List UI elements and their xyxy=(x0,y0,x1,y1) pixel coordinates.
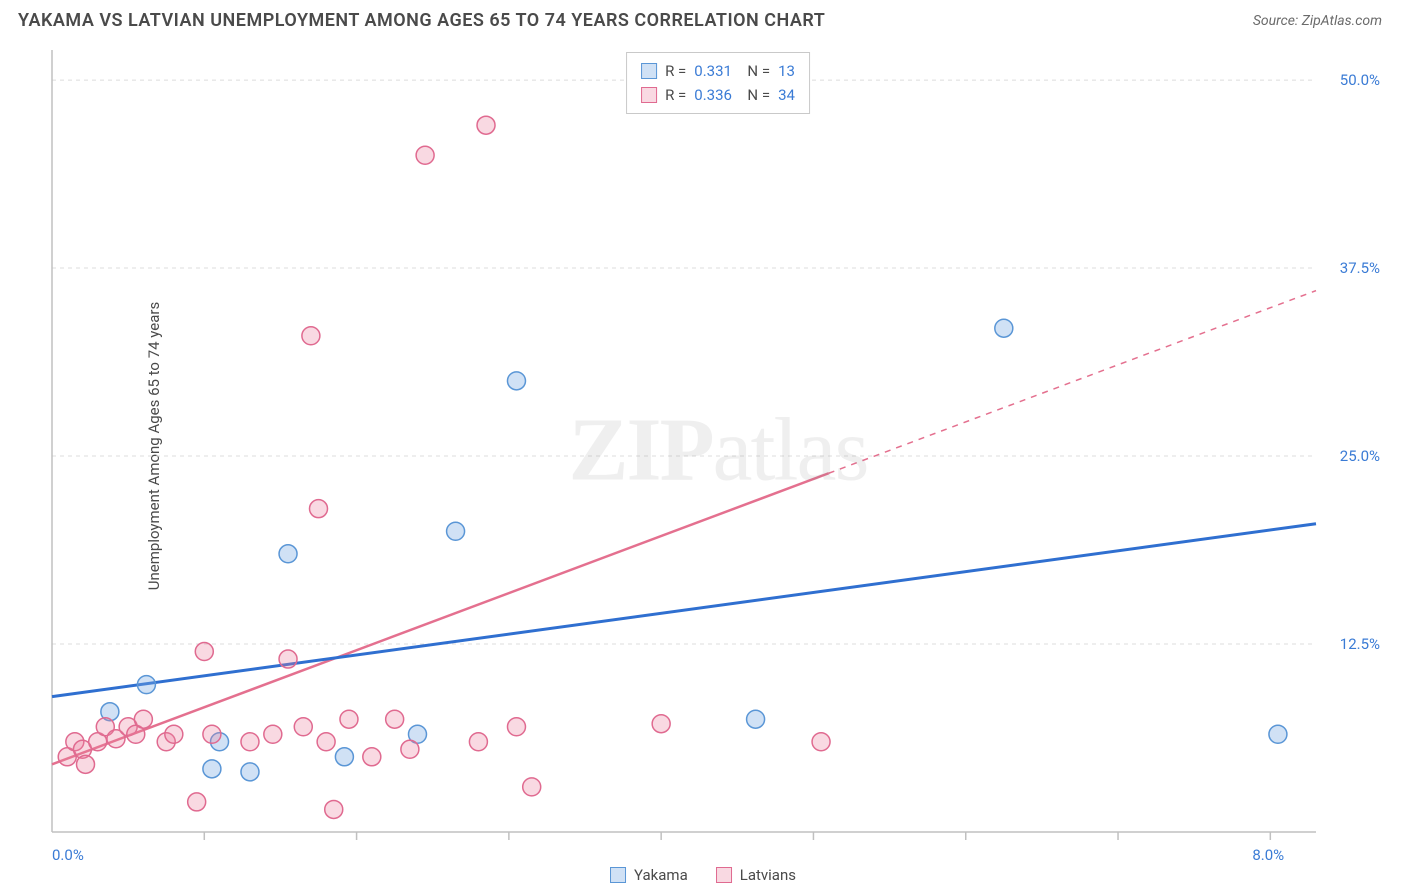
y-tick-label: 25.0% xyxy=(1340,447,1380,465)
legend-swatch-yakama-icon xyxy=(610,867,626,883)
n-value-latvians: 34 xyxy=(778,83,795,107)
r-label: R = xyxy=(665,83,686,107)
n-value-yakama: 13 xyxy=(778,59,795,83)
r-value-yakama: 0.331 xyxy=(694,59,732,83)
plot-area: 12.5%25.0%37.5%50.0% ZIPatlas R = 0.331 … xyxy=(50,48,1386,852)
x-origin-label: 0.0% xyxy=(52,846,84,864)
source-label: Source: ZipAtlas.com xyxy=(1253,13,1382,29)
y-tick-label: 50.0% xyxy=(1340,71,1380,89)
stats-row-yakama: R = 0.331 N = 13 xyxy=(641,59,795,83)
legend-label-yakama: Yakama xyxy=(634,866,688,884)
r-label: R = xyxy=(665,59,686,83)
y-tick-label: 12.5% xyxy=(1340,635,1380,653)
series-legend: Yakama Latvians xyxy=(610,866,796,884)
y-tick-label: 37.5% xyxy=(1340,259,1380,277)
swatch-latvians-icon xyxy=(641,87,657,103)
x-max-label: 8.0% xyxy=(1252,846,1284,864)
chart-title: YAKAMA VS LATVIAN UNEMPLOYMENT AMONG AGE… xyxy=(18,10,825,31)
scatter-chart: 12.5% 25.0% 37.5% 50.0% xyxy=(50,48,1386,852)
n-label: N = xyxy=(740,59,770,83)
n-label: N = xyxy=(740,83,770,107)
legend-item-yakama: Yakama xyxy=(610,866,688,884)
stats-row-latvians: R = 0.336 N = 34 xyxy=(641,83,795,107)
legend-label-latvians: Latvians xyxy=(740,866,796,884)
stats-legend: R = 0.331 N = 13 R = 0.336 N = 34 xyxy=(626,52,810,114)
legend-item-latvians: Latvians xyxy=(716,866,796,884)
r-value-latvians: 0.336 xyxy=(694,83,732,107)
legend-swatch-latvians-icon xyxy=(716,867,732,883)
swatch-yakama-icon xyxy=(641,63,657,79)
